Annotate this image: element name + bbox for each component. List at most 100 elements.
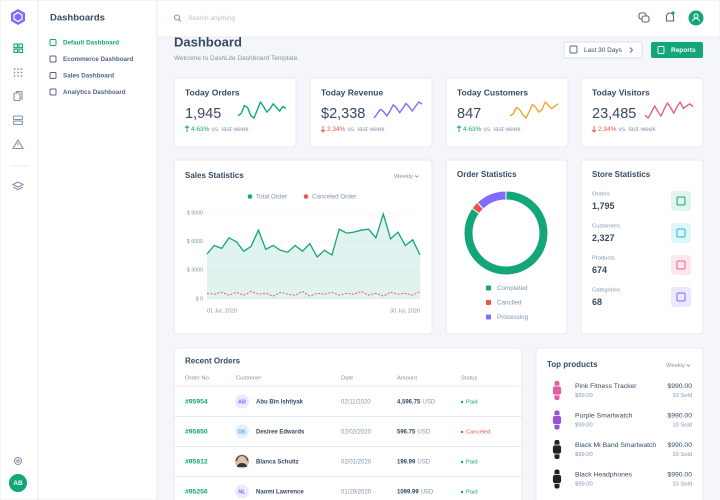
menu-icon [49, 72, 57, 79]
stat-value: 23,485 [592, 106, 636, 122]
product-face [552, 474, 562, 484]
period-select[interactable]: Weekly [394, 174, 413, 180]
notification-icon[interactable] [665, 11, 675, 22]
order-number[interactable]: #95256 [185, 488, 208, 495]
top-products-card [535, 347, 704, 500]
customer-name: Naomi Lawrence [256, 490, 304, 496]
x-tick-label: 30 Jul, 2020 [390, 308, 420, 314]
sidebar-title: Dashboards [50, 13, 105, 24]
product-name: Black Headphones [575, 471, 633, 478]
dashed-line [206, 290, 421, 297]
logo-mark [13, 11, 23, 23]
store-label: Categories [592, 288, 620, 294]
column-header: Status [461, 376, 478, 382]
y-tick-label: $ 0 [196, 296, 203, 302]
order-status: Paid [466, 460, 478, 466]
customer-photo-body [237, 463, 247, 467]
menu-icon [49, 88, 57, 96]
stat-note: vs. last week [211, 126, 249, 133]
sidebar [37, 0, 158, 500]
avatar-initials: NL [238, 489, 246, 495]
menu-item[interactable]: Default Dashboard [63, 40, 119, 47]
order-number[interactable]: #95812 [185, 458, 208, 465]
stat-title: Today Orders [185, 87, 240, 97]
customer-photo-hair [235, 455, 249, 462]
nav-icon-stack[interactable] [11, 181, 25, 191]
legend-label: Canceled Order [312, 194, 356, 201]
store-icon-box [671, 255, 691, 275]
status-dot [460, 400, 464, 404]
column-header: Customer [236, 376, 261, 382]
legend-label: Total Order [256, 194, 287, 201]
page-title: Dashboard [174, 34, 242, 49]
stat-change: 4.63% [191, 126, 210, 133]
store-label: Customers [592, 224, 620, 230]
menu-item[interactable]: Ecommerce Dashboard [63, 56, 133, 63]
product-sold: 10 Sold [672, 482, 692, 488]
card-title: Top products [547, 360, 598, 369]
order-date: 02/11/2020 [341, 400, 371, 406]
reports-button[interactable] [651, 42, 703, 58]
order-status: Paid [466, 400, 478, 406]
nav-icon-alert[interactable] [12, 138, 24, 150]
nav-icon-apps[interactable] [13, 68, 23, 77]
period-select[interactable]: Weekly [666, 363, 685, 369]
sales-card [173, 159, 433, 335]
settings-icon[interactable] [13, 456, 23, 466]
calendar-icon [569, 45, 578, 54]
store-icon-box [671, 287, 691, 307]
stat-card [445, 77, 569, 148]
avatar-initials: AB [238, 399, 246, 405]
order-amount: 1099.99 [397, 490, 419, 496]
order-number[interactable]: #95954 [185, 398, 208, 405]
chat-icon[interactable] [638, 12, 650, 23]
store-icon [676, 228, 686, 238]
legend-swatch [303, 194, 309, 199]
menu-icon [49, 55, 57, 63]
menu-item[interactable]: Analytics Dashboard [63, 89, 126, 96]
order-date: 01/29/2020 [341, 490, 372, 496]
donut-segment [463, 190, 549, 276]
logo[interactable] [11, 9, 25, 25]
column-header: Date [341, 376, 353, 382]
date-range-label: Last 30 Days [584, 47, 623, 54]
store-icon [676, 260, 686, 270]
user-avatar[interactable] [9, 474, 27, 492]
page-subtitle: Welcome to DashLite Dashboard Template. [174, 55, 299, 62]
sparkline [373, 101, 423, 119]
product-total: $990.00 [667, 442, 692, 449]
order-number[interactable]: #95850 [185, 428, 208, 435]
nav-icon-layers[interactable] [12, 115, 24, 126]
stat-value: 1,945 [185, 106, 221, 122]
legend-swatch [486, 300, 491, 305]
reports-label: Reports [671, 47, 696, 54]
reports-icon [657, 46, 665, 54]
date-range-button[interactable] [563, 41, 643, 59]
avatar-initials: DE [238, 429, 246, 435]
y-tick-label: $ 6000 [187, 239, 203, 245]
customer-name: Blanca Schultz [256, 460, 299, 466]
search-input[interactable]: Search anything [188, 15, 235, 22]
product-sold: 10 Sold [672, 452, 692, 458]
menu-icon [49, 39, 57, 46]
product-name: Purple Smartwatch [575, 412, 633, 419]
order-status: Canceled [466, 430, 491, 436]
nav-icon-pages[interactable] [13, 90, 23, 102]
stat-note: vs. last week [483, 126, 521, 133]
product-total: $990.00 [667, 412, 692, 419]
order-card [445, 159, 568, 335]
menu-item[interactable]: Sales Dashboard [63, 73, 114, 80]
sparkline [509, 101, 559, 119]
stat-title: Today Visitors [592, 87, 650, 97]
trend-arrow [591, 126, 597, 133]
nav-icon-dashboard[interactable] [13, 43, 24, 54]
order-currency: USD [417, 460, 430, 466]
legend-label: Completed [497, 285, 528, 292]
x-tick-label: 01 Jul, 2020 [207, 308, 237, 314]
legend-label: Canclled [497, 300, 522, 307]
store-value: 68 [592, 297, 602, 307]
customer-avatar [235, 424, 249, 439]
card-title: Order Statistics [457, 170, 517, 179]
select-chevron [414, 175, 419, 178]
